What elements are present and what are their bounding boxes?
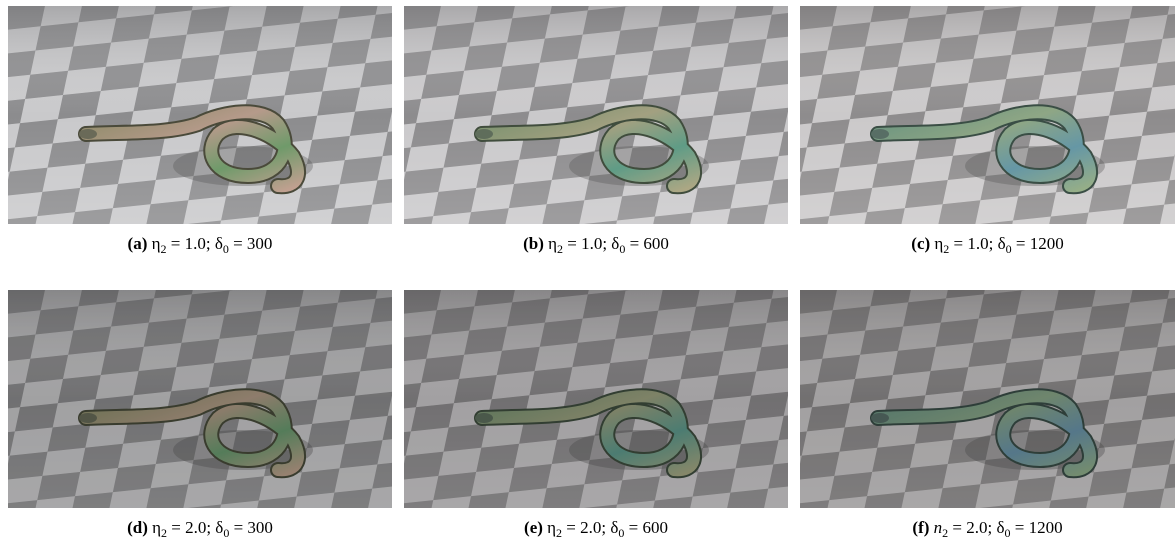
snake-render: [404, 6, 788, 224]
caption-part: = 600: [624, 518, 668, 537]
snake-render: [800, 290, 1175, 508]
subfigure: (b) η2 = 1.0; δ0 = 600: [404, 6, 788, 224]
caption-part: = 1200: [1010, 518, 1062, 537]
caption-part: (d): [127, 518, 148, 537]
caption-part: η: [543, 518, 556, 537]
subfigure: (f) n2 = 2.0; δ0 = 1200: [800, 290, 1175, 508]
subfigure: (d) η2 = 2.0; δ0 = 300: [8, 290, 392, 508]
render-image: [404, 6, 788, 224]
subfigure: (a) η2 = 1.0; δ0 = 300: [8, 6, 392, 224]
snake-render: [404, 290, 788, 508]
caption-part: (e): [524, 518, 543, 537]
caption: (b) η2 = 1.0; δ0 = 600: [404, 234, 788, 257]
caption-part: (a): [128, 234, 148, 253]
caption-part: η: [148, 518, 161, 537]
render-image: [8, 6, 392, 224]
caption-part: = 2.0; δ: [948, 518, 1004, 537]
caption-part: = 1.0; δ: [167, 234, 223, 253]
snake-render: [8, 290, 392, 508]
caption-part: n: [934, 518, 943, 537]
caption: (f) n2 = 2.0; δ0 = 1200: [800, 518, 1175, 540]
caption-part: = 1.0; δ: [949, 234, 1005, 253]
caption-part: = 600: [625, 234, 669, 253]
caption: (c) η2 = 1.0; δ0 = 1200: [800, 234, 1175, 257]
caption-part: η: [930, 234, 943, 253]
render-image: [8, 290, 392, 508]
caption-part: (b): [523, 234, 544, 253]
caption-part: = 2.0; δ: [562, 518, 618, 537]
figure: (a) η2 = 1.0; δ0 = 300(b) η2 = 1.0; δ0 =…: [0, 0, 1175, 540]
caption-part: = 2.0; δ: [167, 518, 223, 537]
caption-part: = 300: [229, 518, 273, 537]
caption-part: = 1200: [1012, 234, 1064, 253]
render-image: [800, 290, 1175, 508]
caption: (e) η2 = 2.0; δ0 = 600: [404, 518, 788, 540]
caption: (a) η2 = 1.0; δ0 = 300: [8, 234, 392, 257]
caption-part: η: [147, 234, 160, 253]
caption-part: (c): [911, 234, 930, 253]
caption-part: = 1.0; δ: [563, 234, 619, 253]
caption-part: η: [544, 234, 557, 253]
caption-part: (f): [912, 518, 929, 537]
render-image: [404, 290, 788, 508]
snake-render: [8, 6, 392, 224]
caption-part: = 300: [229, 234, 273, 253]
render-image: [800, 6, 1175, 224]
snake-render: [800, 6, 1175, 224]
caption: (d) η2 = 2.0; δ0 = 300: [8, 518, 392, 540]
subfigure: (c) η2 = 1.0; δ0 = 1200: [800, 6, 1175, 224]
subfigure: (e) η2 = 2.0; δ0 = 600: [404, 290, 788, 508]
